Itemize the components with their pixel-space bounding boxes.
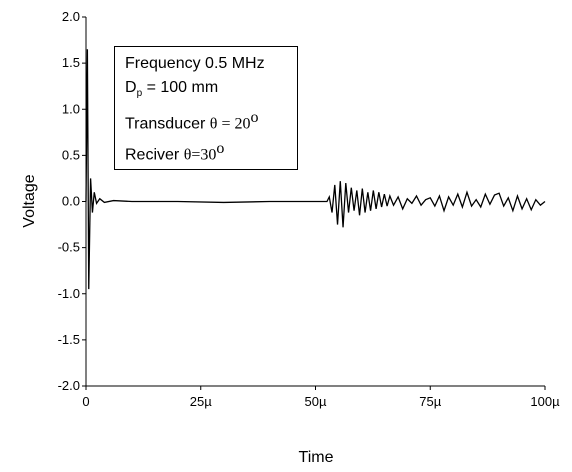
y-axis-title: Voltage: [21, 174, 38, 227]
y-tick-label: -1.0: [58, 286, 80, 301]
series-line-voltage: [85, 49, 546, 290]
legend-receiver: Reciver θ=30o: [125, 137, 297, 167]
y-tick-label: 0.5: [62, 147, 80, 162]
x-tick-label: 75µ: [419, 394, 441, 409]
legend-diameter-symbol: D: [125, 79, 137, 96]
x-tick-label: 100µ: [530, 394, 560, 409]
legend-receiver-label: Reciver: [125, 145, 184, 163]
legend-transducer: Transducer θ = 20o: [125, 106, 297, 136]
legend-frequency: Frequency 0.5 MHz: [125, 55, 265, 72]
legend-transducer-angle: θ = 20: [209, 115, 251, 133]
legend-diameter-subscript: p: [136, 88, 143, 100]
legend-transducer-label: Transducer: [125, 115, 210, 133]
x-tick-label: 0: [82, 394, 89, 409]
x-axis-title: Time: [299, 449, 334, 466]
y-tick-label: -1.5: [58, 332, 80, 347]
y-tick-label: 1.5: [62, 55, 80, 70]
x-tick-label: 25µ: [190, 394, 212, 409]
y-tick-label: -0.5: [58, 240, 80, 255]
legend-receiver-angle: θ=30: [183, 145, 217, 163]
y-tick-label: 1.0: [62, 101, 80, 116]
legend-box: Frequency 0.5 MHz Dp = 100 mm Transducer…: [114, 46, 298, 170]
legend-diameter: Dp = 100 mm: [125, 76, 297, 106]
y-tick-label: -2.0: [58, 378, 80, 393]
legend-transducer-degree: o: [250, 109, 259, 127]
x-ticks: 0 25µ 50µ 75µ 100µ: [82, 386, 560, 409]
x-tick-label: 50µ: [305, 394, 327, 409]
y-tick-label: 2.0: [62, 9, 80, 24]
y-tick-label: 0.0: [62, 194, 80, 209]
legend-diameter-value: = 100 mm: [142, 79, 219, 96]
legend-receiver-degree: o: [216, 139, 225, 157]
y-ticks: 2.0 1.5 1.0 0.5 0.0 -0.5 -1.0 -1.5 -2.0: [58, 9, 86, 393]
